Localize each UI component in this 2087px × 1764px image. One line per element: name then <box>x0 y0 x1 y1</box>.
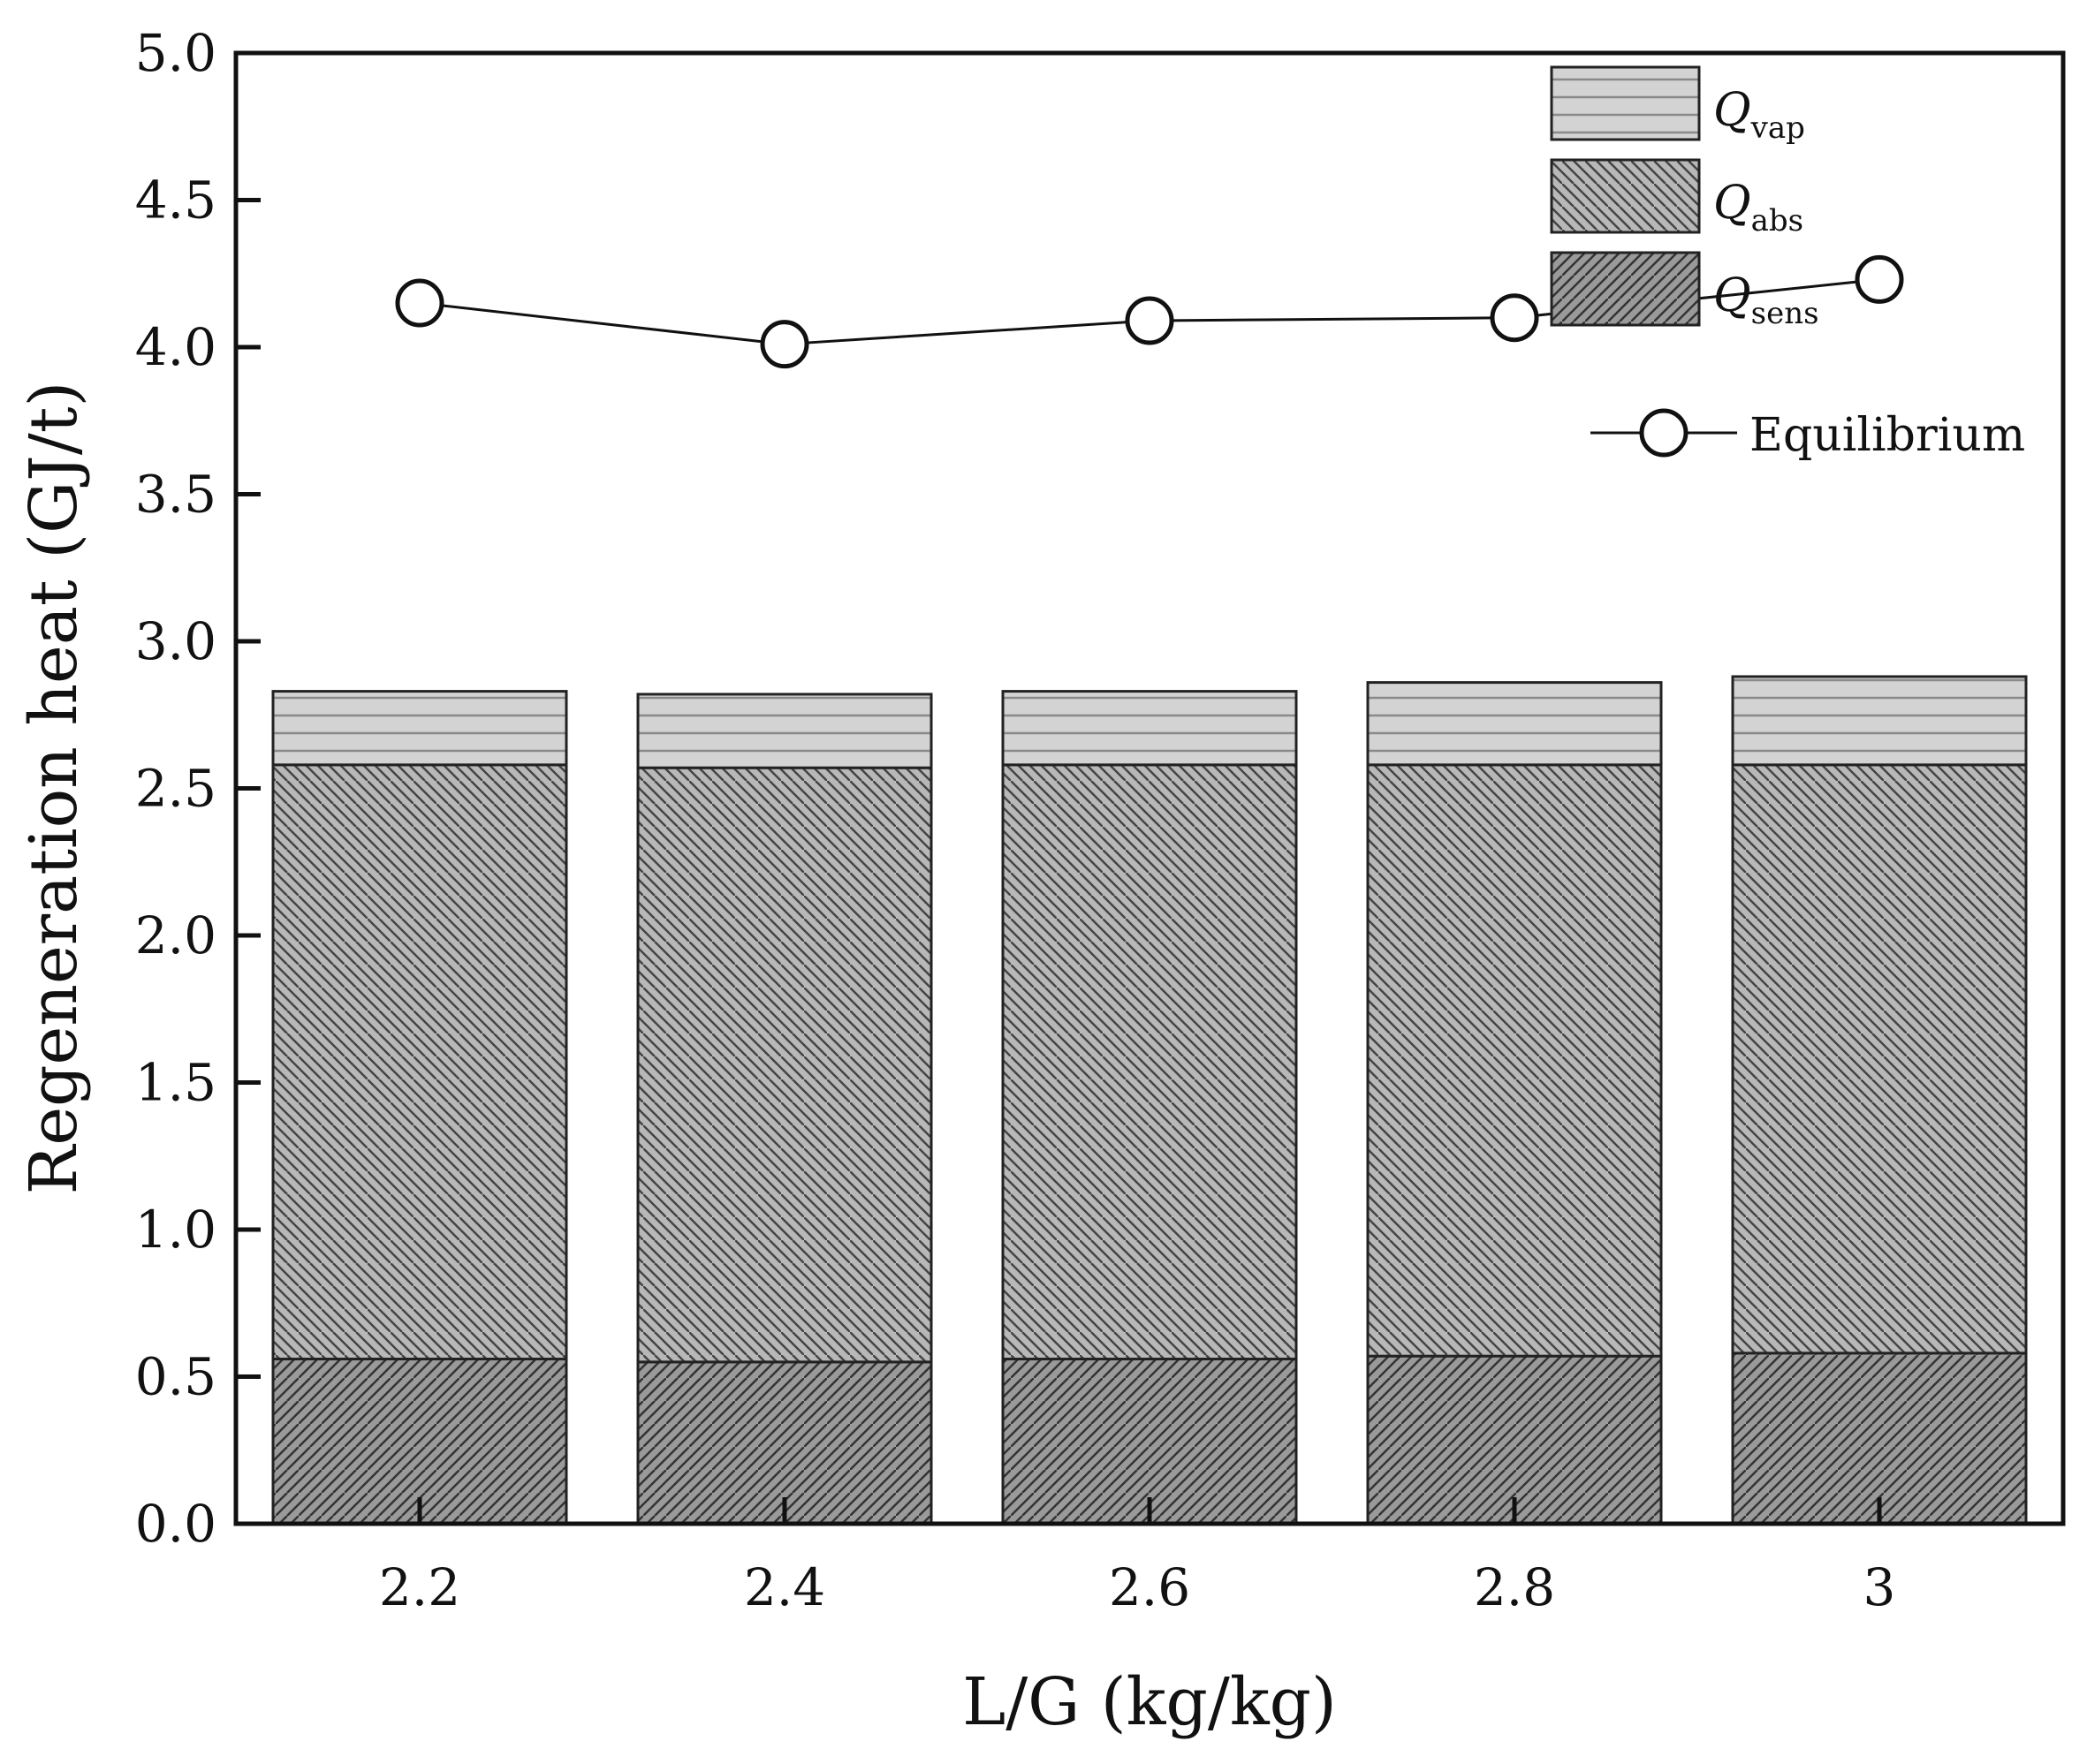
y-tick-label: 2.0 <box>135 905 216 965</box>
equilibrium-point-2.2 <box>395 278 444 328</box>
y-tick-label: 4.5 <box>135 170 216 231</box>
legend-swatch-q-abs <box>1550 158 1701 234</box>
legend-swatch-q-sens <box>1550 251 1701 327</box>
bar-q-abs-2.6 <box>1001 763 1298 1361</box>
legend-marker-equilibrium <box>1639 408 1689 458</box>
y-tick-label: 0.0 <box>135 1494 216 1554</box>
y-tick-label: 4.0 <box>135 317 216 377</box>
x-tick-label: 2.6 <box>1109 1557 1190 1617</box>
y-tick-label: 5.0 <box>135 23 216 83</box>
bar-q-sens-2.8 <box>1366 1354 1663 1526</box>
y-axis: 0.0 0.5 1.0 1.5 2.0 2.5 3.0 3.5 4.0 4.5 5.0 <box>135 23 261 1554</box>
equilibrium-point-2.4 <box>760 320 809 369</box>
x-tick-label: 2.8 <box>1474 1557 1555 1617</box>
y-tick-label: 1.5 <box>135 1053 216 1113</box>
bar-q-abs-2.8 <box>1366 763 1663 1358</box>
equilibrium-line-segment <box>806 321 1128 344</box>
x-axis-title: L/G (kg/kg) <box>962 1664 1337 1740</box>
y-tick-label: 2.5 <box>135 759 216 819</box>
bar-q-vap-2.6 <box>1001 690 1298 767</box>
legend-label-q-vap: Qvap <box>1713 84 1805 146</box>
bars-layer <box>271 675 2028 1526</box>
equilibrium-line-segment <box>1171 316 1493 322</box>
x-axis: 2.2 2.4 2.6 2.8 3 <box>379 1497 1896 1617</box>
y-tick-label: 3.5 <box>135 465 216 525</box>
bar-q-sens-2.4 <box>636 1360 933 1526</box>
y-axis-title: Regeneration heat (GJ/t) <box>16 382 92 1195</box>
bar-q-abs-2.2 <box>271 763 568 1361</box>
bar-q-sens-3 <box>1731 1351 2028 1526</box>
equilibrium-point-3 <box>1855 254 1904 304</box>
bar-q-sens-2.2 <box>271 1358 568 1526</box>
legend-label-equilibrium: Equilibrium <box>1749 409 2025 462</box>
equilibrium-line-layer <box>395 254 1904 369</box>
x-tick-label: 3 <box>1863 1557 1896 1617</box>
equilibrium-line-segment <box>441 304 763 344</box>
legend-swatch-q-vap <box>1550 65 1701 141</box>
equilibrium-point-2.6 <box>1125 296 1174 345</box>
legend-label-q-sens: Qsens <box>1713 269 1819 331</box>
x-tick-label: 2.4 <box>744 1557 825 1617</box>
bar-q-vap-2.4 <box>636 693 933 769</box>
equilibrium-point-2.8 <box>1490 293 1539 343</box>
bar-q-abs-3 <box>1731 763 2028 1355</box>
bar-q-vap-2.8 <box>1366 681 1663 767</box>
x-tick-label: 2.2 <box>379 1557 460 1617</box>
legend: Qvap Qabs Qsens Equilibrium <box>1550 65 2025 462</box>
bar-q-abs-2.4 <box>636 766 933 1364</box>
y-tick-label: 1.0 <box>135 1200 216 1260</box>
bar-q-vap-3 <box>1731 675 2028 767</box>
legend-label-q-abs: Qabs <box>1713 177 1803 238</box>
y-tick-label: 0.5 <box>135 1347 216 1407</box>
y-tick-label: 3.0 <box>135 611 216 671</box>
bar-q-vap-2.2 <box>271 690 568 767</box>
